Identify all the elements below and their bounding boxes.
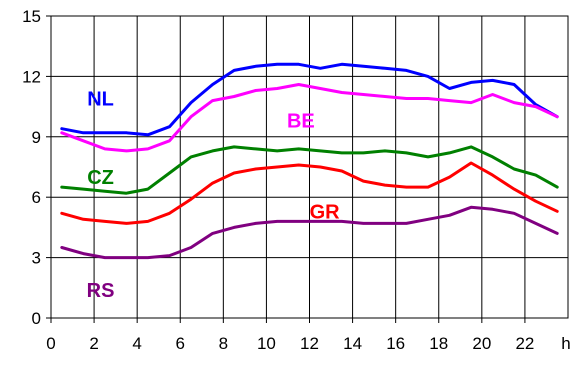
- series-line-be: [60, 83, 559, 153]
- series-label-rs: RS: [87, 280, 115, 302]
- x-tick-label: 10: [257, 334, 276, 353]
- y-tick-label: 3: [32, 249, 41, 268]
- series-label-cz: CZ: [87, 167, 114, 189]
- x-tick-label: 20: [472, 334, 491, 353]
- series-label-nl: NL: [87, 89, 114, 111]
- x-tick-label: 22: [515, 334, 534, 353]
- y-tick-label: 0: [32, 309, 41, 328]
- y-tick-label: 6: [32, 188, 41, 207]
- x-tick-label: 0: [46, 334, 55, 353]
- series-label-be: BE: [287, 111, 315, 133]
- x-tick-label: 18: [429, 334, 448, 353]
- series-labels: NL BE CZ GR RS: [87, 89, 340, 302]
- y-tick-label: 9: [32, 128, 41, 147]
- x-tick-label: 6: [176, 334, 185, 353]
- series-line-nl: [60, 62, 559, 137]
- series-line-gr: [60, 161, 559, 225]
- x-tick-label: 2: [89, 334, 98, 353]
- y-axis: 0 3 6 9 12 15: [22, 7, 51, 328]
- x-axis-label: h: [561, 334, 570, 353]
- x-tick-label: 12: [300, 334, 319, 353]
- series-label-gr: GR: [310, 201, 341, 223]
- series-layer: [60, 62, 559, 260]
- x-tick-label: 4: [132, 334, 141, 353]
- y-tick-label: 15: [22, 7, 41, 26]
- series-line-rs: [60, 205, 559, 260]
- y-tick-label: 12: [22, 67, 41, 86]
- x-tick-label: 14: [343, 334, 362, 353]
- x-tick-label: 16: [386, 334, 405, 353]
- x-tick-label: 8: [219, 334, 228, 353]
- series-line-cz: [60, 145, 559, 195]
- x-axis: h 0 2 4 6 8 10 12 14 16 18 20 22: [46, 318, 571, 353]
